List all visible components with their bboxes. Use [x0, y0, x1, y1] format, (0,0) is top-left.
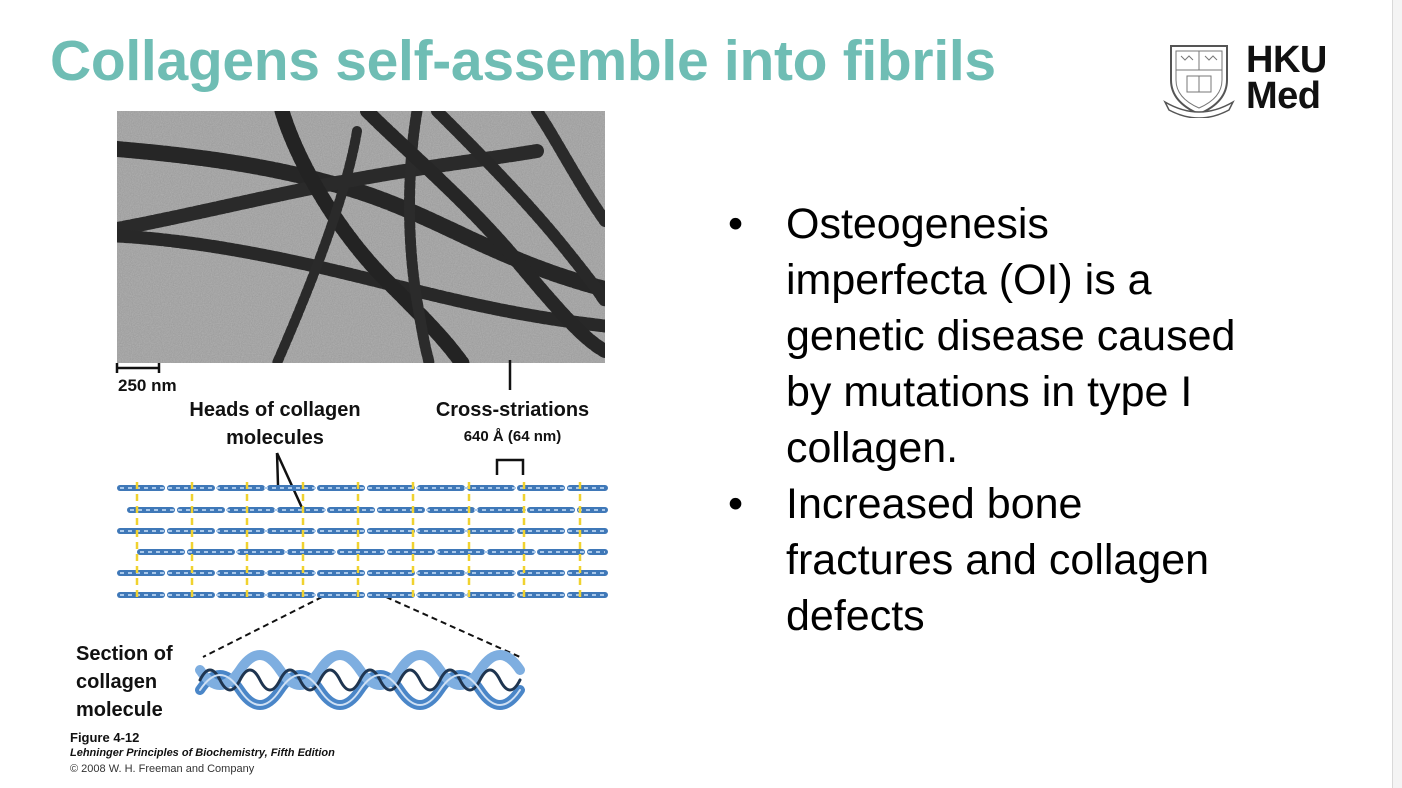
figure-number: Figure 4-12	[70, 730, 140, 745]
copyright: © 2008 W. H. Freeman and Company	[70, 763, 255, 775]
section-label: Section of collagen molecule	[76, 643, 173, 721]
bullet-list: • Osteogenesis imperfecta (OI) is a gene…	[728, 196, 1248, 644]
heads-label: Heads of collagen molecules	[189, 399, 361, 449]
logo-text-med: Med	[1246, 75, 1321, 117]
bullet-text: Increased bone fractures and collagen de…	[786, 480, 1210, 640]
window-edge	[1392, 0, 1402, 788]
scale-bar-label: 250 nm	[118, 376, 177, 395]
logo-text-hku: HKU	[1246, 39, 1327, 81]
bullet-item: • Increased bone fractures and collagen …	[728, 476, 1248, 644]
fibril-rows	[117, 482, 608, 600]
hku-med-logo: HKU Med	[1163, 40, 1343, 120]
cross-striations-label: Cross-striations	[435, 399, 590, 421]
book-credit: Lehninger Principles of Biochemistry, Fi…	[70, 747, 335, 759]
bullet-item: • Osteogenesis imperfecta (OI) is a gene…	[728, 196, 1248, 476]
triple-helix-section	[195, 650, 525, 710]
slide-title: Collagens self-assemble into fibrils	[50, 29, 996, 93]
collagen-fibril-micrograph	[117, 111, 605, 363]
bullet-marker: •	[728, 480, 744, 528]
bullet-marker: •	[728, 200, 744, 248]
period-label: 640 Å (64 nm)	[463, 428, 562, 445]
collagen-assembly-diagram	[115, 360, 608, 710]
university-crest-icon	[1163, 45, 1235, 118]
bullet-text: Osteogenesis imperfecta (OI) is a geneti…	[786, 200, 1236, 472]
